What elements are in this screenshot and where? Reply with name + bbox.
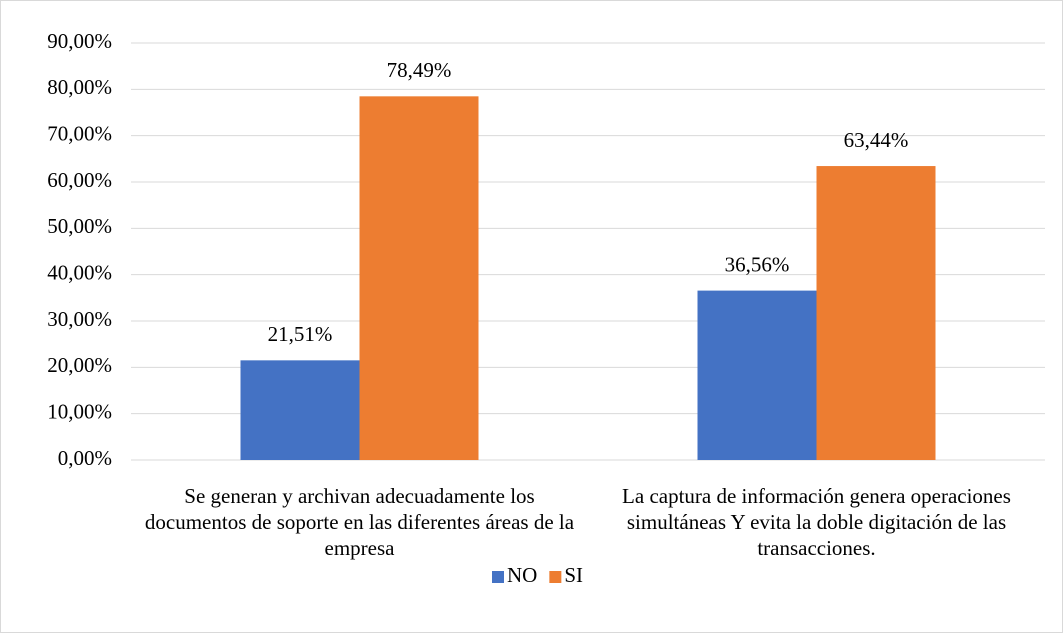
y-tick-label: 10,00% — [47, 399, 112, 423]
y-tick-label: 40,00% — [47, 260, 112, 284]
bar — [816, 166, 936, 460]
legend-swatch — [549, 571, 562, 583]
y-tick-label: 90,00% — [47, 29, 112, 53]
y-tick-label: 30,00% — [47, 307, 112, 331]
legend-label: SI — [564, 563, 583, 587]
x-tick-label: Se generan y archivan adecuadamente los … — [144, 484, 575, 560]
y-tick-label: 0,00% — [58, 446, 112, 470]
y-tick-label: 80,00% — [47, 75, 112, 99]
bar — [697, 290, 817, 460]
y-tick-label: 70,00% — [47, 121, 112, 145]
x-tick-label: La captura de información genera operaci… — [622, 484, 1011, 560]
bar — [359, 96, 479, 461]
legend-swatch — [492, 571, 504, 583]
data-label: 21,51% — [268, 322, 333, 346]
data-label: 63,44% — [844, 128, 909, 152]
data-label: 78,49% — [387, 58, 452, 82]
y-tick-label: 20,00% — [47, 353, 112, 377]
y-tick-label: 50,00% — [47, 214, 112, 238]
legend-label: NO — [507, 563, 537, 587]
y-tick-label: 60,00% — [47, 168, 112, 192]
data-label: 36,56% — [725, 252, 790, 276]
bar — [240, 360, 360, 460]
